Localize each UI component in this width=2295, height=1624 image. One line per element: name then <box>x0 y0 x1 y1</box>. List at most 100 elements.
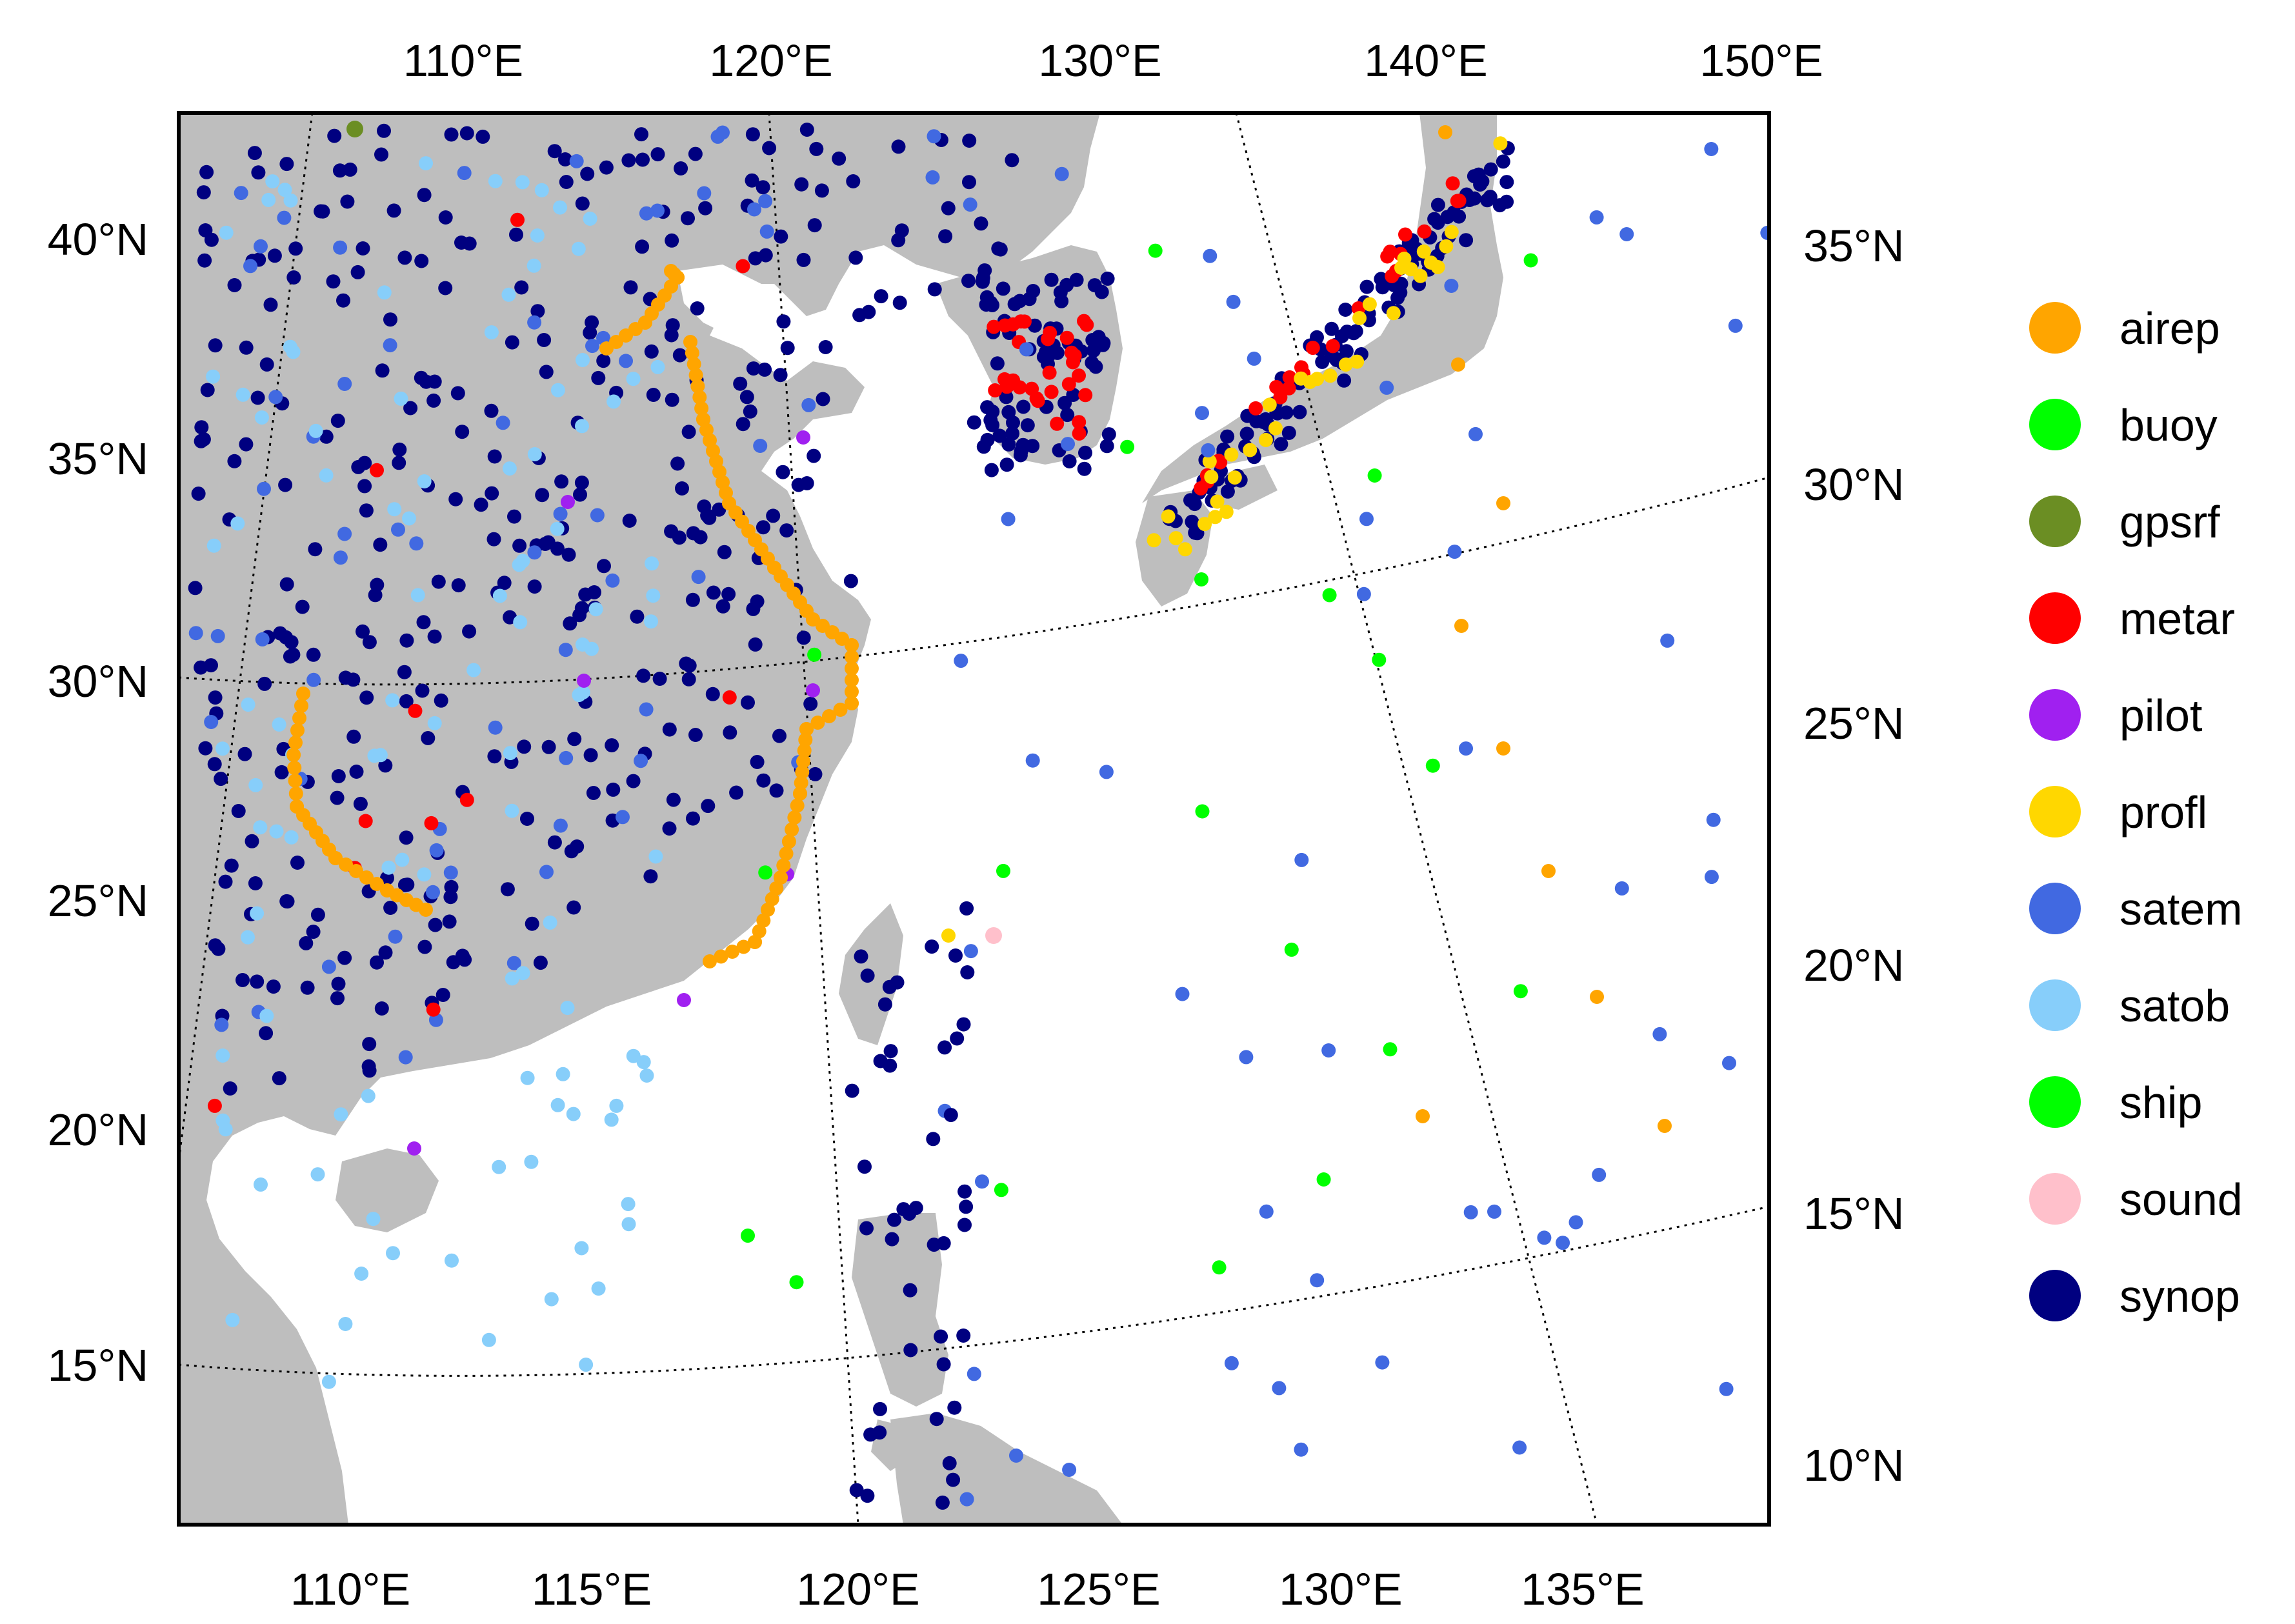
obs-point-satem <box>496 416 510 430</box>
obs-point-profl <box>1303 375 1318 389</box>
obs-point-synop <box>1094 285 1109 299</box>
bottom-longitude-labels: 110°E 115°E 120°E 125°E 130°E 135°E <box>290 1564 1645 1614</box>
obs-point-synop <box>357 479 372 494</box>
obs-point-satob <box>225 1312 240 1327</box>
obs-point-synop <box>349 765 364 779</box>
obs-point-synop <box>299 936 314 950</box>
obs-point-synop <box>561 547 576 562</box>
obs-point-satob <box>575 419 589 434</box>
obs-point-satem <box>1379 380 1394 395</box>
obs-point-satob <box>265 174 280 189</box>
obs-point-satem <box>1099 765 1114 779</box>
obs-point-ship <box>1212 1260 1227 1275</box>
obs-point-synop <box>796 630 811 645</box>
obs-point-satem <box>1537 1230 1552 1245</box>
obs-point-satob <box>230 516 245 531</box>
obs-point-airep <box>714 949 728 964</box>
obs-point-synop <box>272 1071 286 1086</box>
left-latitude-labels: 40°N 35°N 30°N 25°N 20°N 15°N <box>48 214 148 1390</box>
obs-point-synop <box>1091 330 1106 345</box>
right-lat-label: 15°N <box>1803 1188 1904 1239</box>
obs-point-synop <box>444 127 459 142</box>
obs-point-satem <box>1706 812 1721 827</box>
obs-point-synop <box>984 463 999 477</box>
obs-point-satem <box>527 315 542 330</box>
obs-point-synop <box>535 488 550 503</box>
obs-point-ship <box>789 1275 804 1290</box>
obs-point-satob <box>354 1267 369 1281</box>
obs-point-synop <box>959 901 974 916</box>
obs-point-synop <box>927 1238 941 1252</box>
obs-point-synop <box>239 340 254 355</box>
obs-point-metar <box>424 816 439 830</box>
obs-point-metar <box>1248 401 1263 416</box>
legend-label-profl: profl <box>2120 787 2207 837</box>
obs-point-metar <box>358 814 373 828</box>
obs-point-airep <box>1496 741 1510 756</box>
obs-point-satob <box>321 1374 336 1389</box>
obs-point-profl <box>1323 368 1338 383</box>
obs-point-metar <box>1385 269 1399 283</box>
obs-point-synop <box>188 581 203 596</box>
legend-label-buoy: buoy <box>2120 400 2218 450</box>
obs-point-synop <box>362 1037 377 1052</box>
obs-point-synop <box>575 196 590 211</box>
obs-point-ship <box>1322 588 1337 603</box>
obs-point-airep <box>790 798 805 813</box>
obs-point-synop <box>750 755 765 769</box>
obs-point-synop <box>1471 169 1486 183</box>
obs-point-satem <box>954 654 968 668</box>
obs-point-synop <box>497 576 512 590</box>
obs-point-airep <box>328 851 343 865</box>
legend-label-pilot: pilot <box>2120 690 2202 741</box>
top-lon-label: 150°E <box>1699 35 1823 86</box>
obs-point-satob <box>492 1159 506 1174</box>
obs-point-satem <box>1463 1205 1478 1219</box>
obs-point-synop <box>274 765 289 779</box>
obs-point-synop <box>505 335 519 350</box>
obs-point-synop <box>644 344 659 359</box>
obs-point-airep <box>845 661 859 676</box>
obs-point-synop <box>239 437 254 452</box>
obs-point-satem <box>753 439 768 453</box>
obs-point-synop <box>967 415 981 430</box>
obs-point-synop <box>512 538 527 553</box>
obs-point-satob <box>579 1358 594 1372</box>
obs-point-synop <box>455 948 470 963</box>
legend-label-sound: sound <box>2120 1174 2243 1225</box>
obs-point-synop <box>903 1283 917 1298</box>
obs-point-satem <box>234 186 248 201</box>
obs-point-satob <box>501 287 516 302</box>
obs-point-airep <box>781 834 796 849</box>
obs-point-synop <box>383 312 397 327</box>
obs-point-ship <box>807 647 822 662</box>
obs-point-satem <box>1054 166 1069 181</box>
obs-point-synop <box>300 980 315 995</box>
obs-point-airep <box>787 810 802 825</box>
legend-marker-metar <box>2029 592 2081 644</box>
obs-point-satob <box>505 971 519 986</box>
obs-point-satob <box>550 1098 565 1112</box>
obs-point-synop <box>1012 294 1027 308</box>
obs-point-metar <box>1064 345 1079 360</box>
obs-point-synop <box>860 968 875 983</box>
obs-point-profl <box>1262 397 1277 412</box>
obs-point-profl <box>1208 510 1223 525</box>
obs-point-synop <box>1220 429 1235 444</box>
obs-point-satob <box>609 1098 624 1113</box>
obs-point-synop <box>1077 461 1092 476</box>
obs-point-satob <box>646 588 661 603</box>
obs-point-synop <box>573 487 587 502</box>
obs-point-ship <box>994 1183 1008 1198</box>
obs-point-satem <box>1722 1056 1736 1070</box>
obs-point-synop <box>636 668 651 683</box>
obs-point-ship <box>1194 572 1208 586</box>
obs-point-synop <box>194 660 208 675</box>
obs-point-synop <box>566 900 581 915</box>
obs-point-synop <box>665 392 679 407</box>
obs-point-satob <box>639 1068 654 1083</box>
obs-point-synop <box>1499 175 1514 190</box>
obs-point-metar <box>1072 415 1087 430</box>
obs-point-synop <box>941 201 956 216</box>
obs-point-satob <box>385 693 400 708</box>
